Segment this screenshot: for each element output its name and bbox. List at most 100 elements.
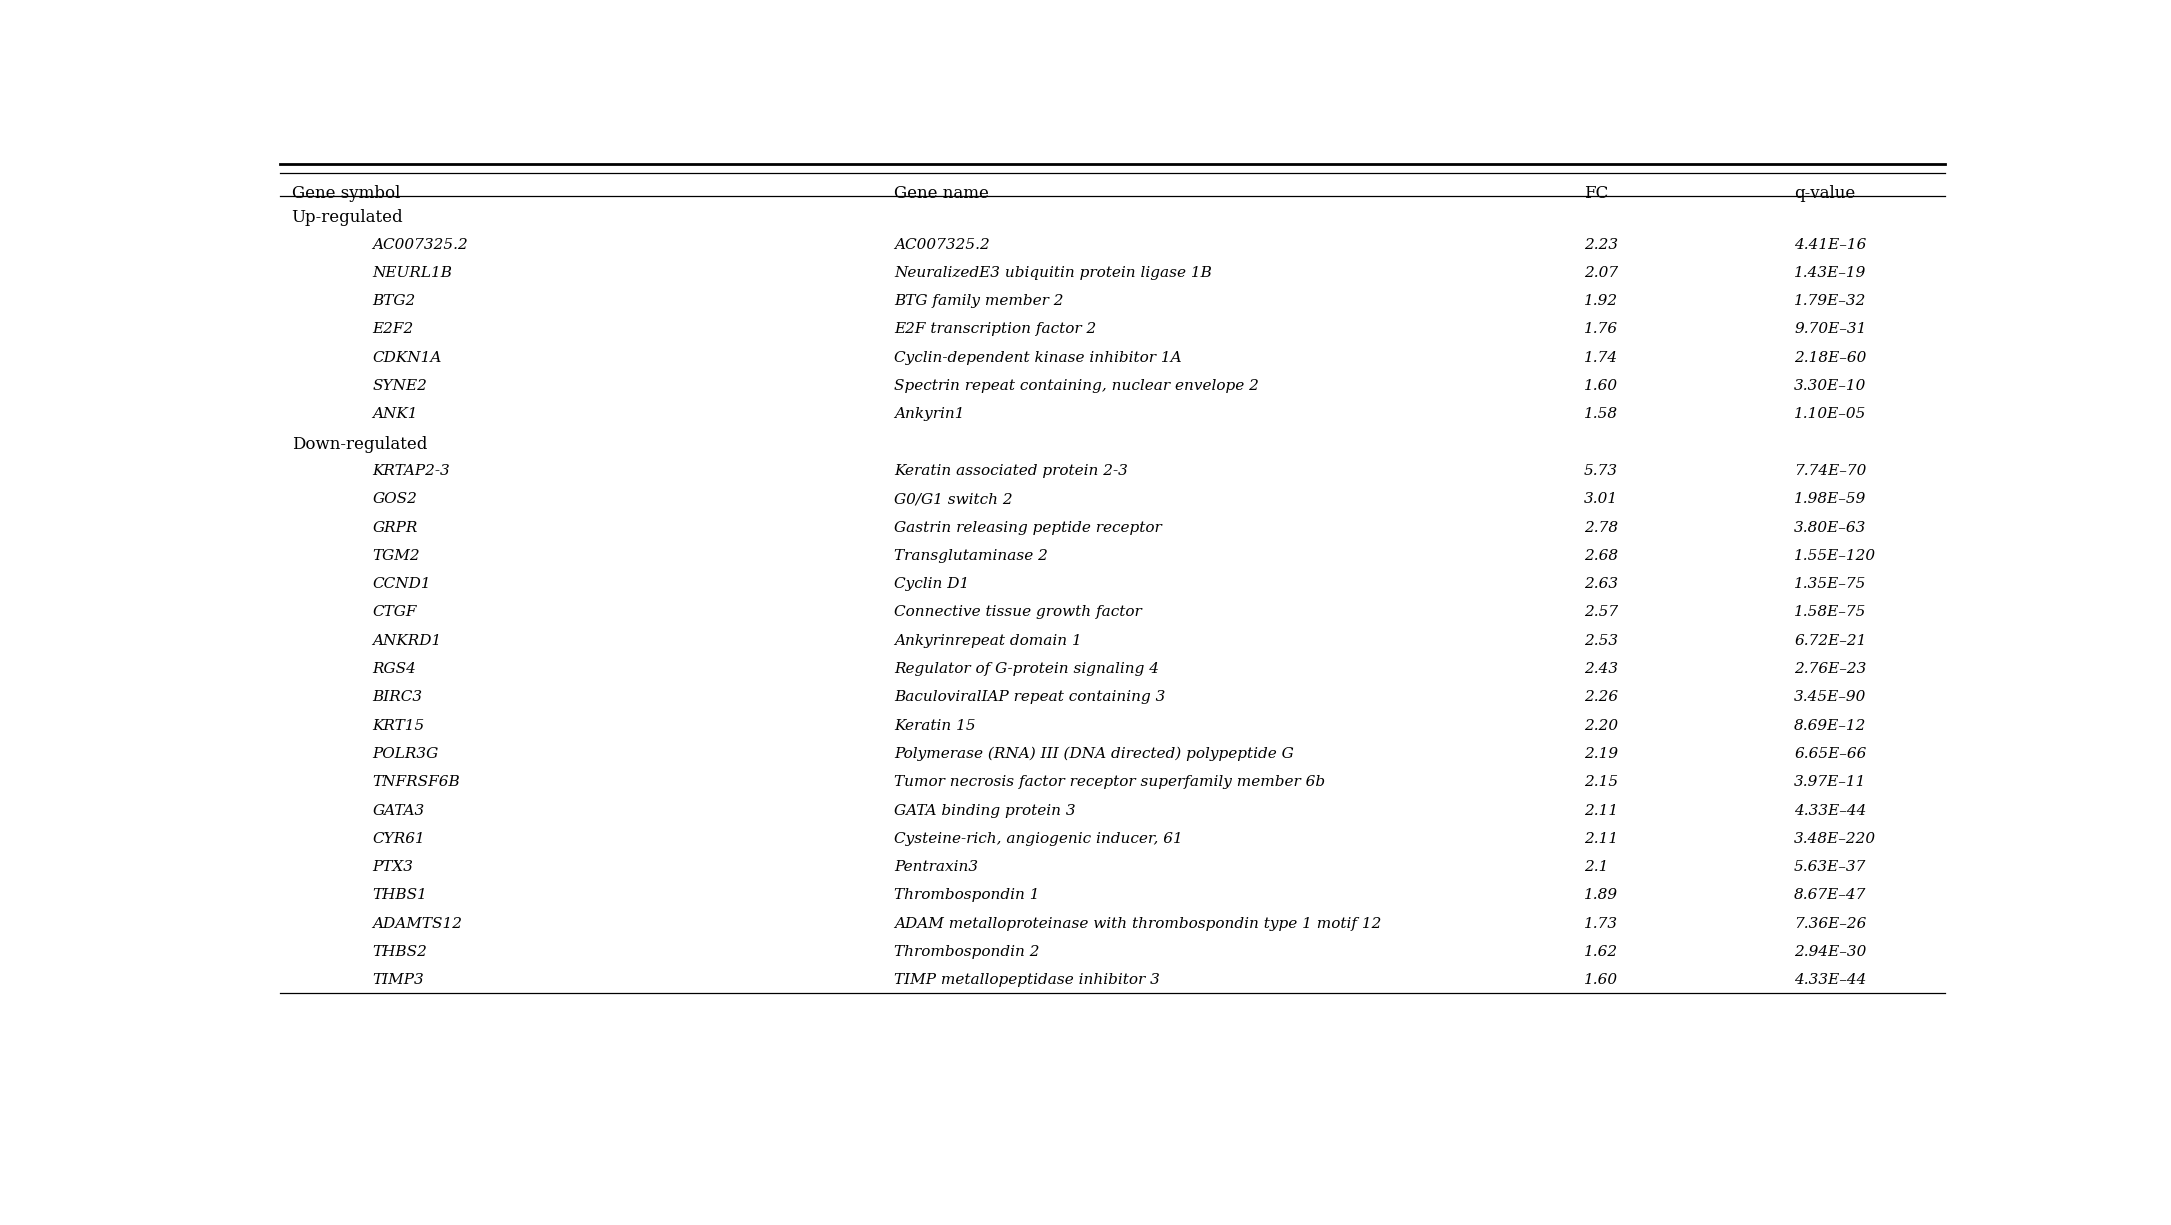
Text: Cyclin D1: Cyclin D1 (894, 577, 968, 592)
Text: Cysteine-rich, angiogenic inducer, 61: Cysteine-rich, angiogenic inducer, 61 (894, 832, 1183, 845)
Text: RGS4: RGS4 (373, 662, 417, 676)
Text: 2.18E–60: 2.18E–60 (1793, 350, 1867, 365)
Text: 3.01: 3.01 (1585, 492, 1617, 506)
Text: 2.78: 2.78 (1585, 521, 1617, 534)
Text: 8.69E–12: 8.69E–12 (1793, 719, 1867, 733)
Text: 1.43E–19: 1.43E–19 (1793, 266, 1867, 279)
Text: NeuralizedE3 ubiquitin protein ligase 1B: NeuralizedE3 ubiquitin protein ligase 1B (894, 266, 1211, 279)
Text: 2.19: 2.19 (1585, 747, 1617, 761)
Text: 4.33E–44: 4.33E–44 (1793, 974, 1867, 987)
Text: Gene name: Gene name (894, 185, 988, 202)
Text: Ankyrin1: Ankyrin1 (894, 408, 964, 421)
Text: 4.41E–16: 4.41E–16 (1793, 238, 1867, 251)
Text: 1.58E–75: 1.58E–75 (1793, 605, 1867, 620)
Text: Cyclin-dependent kinase inhibitor 1A: Cyclin-dependent kinase inhibitor 1A (894, 350, 1181, 365)
Text: Regulator of G-protein signaling 4: Regulator of G-protein signaling 4 (894, 662, 1159, 676)
Text: GATA3: GATA3 (373, 804, 426, 817)
Text: 1.55E–120: 1.55E–120 (1793, 549, 1876, 562)
Text: 1.73: 1.73 (1585, 916, 1617, 931)
Text: 2.94E–30: 2.94E–30 (1793, 944, 1867, 959)
Text: 5.73: 5.73 (1585, 464, 1617, 478)
Text: Keratin associated protein 2-3: Keratin associated protein 2-3 (894, 464, 1127, 478)
Text: 6.72E–21: 6.72E–21 (1793, 633, 1867, 648)
Text: CDKN1A: CDKN1A (373, 350, 441, 365)
Text: 2.20: 2.20 (1585, 719, 1617, 733)
Text: 7.74E–70: 7.74E–70 (1793, 464, 1867, 478)
Text: E2F2: E2F2 (373, 322, 415, 337)
Text: Thrombospondin 1: Thrombospondin 1 (894, 888, 1040, 903)
Text: KRTAP2-3: KRTAP2-3 (373, 464, 449, 478)
Text: 8.67E–47: 8.67E–47 (1793, 888, 1867, 903)
Text: SYNE2: SYNE2 (373, 379, 428, 393)
Text: 1.60: 1.60 (1585, 974, 1617, 987)
Text: 2.68: 2.68 (1585, 549, 1617, 562)
Text: Gene symbol: Gene symbol (291, 185, 399, 202)
Text: PTX3: PTX3 (373, 860, 412, 875)
Text: Tumor necrosis factor receptor superfamily member 6b: Tumor necrosis factor receptor superfami… (894, 775, 1324, 789)
Text: Connective tissue growth factor: Connective tissue growth factor (894, 605, 1142, 620)
Text: ANK1: ANK1 (373, 408, 417, 421)
Text: 1.58: 1.58 (1585, 408, 1617, 421)
Text: 3.30E–10: 3.30E–10 (1793, 379, 1867, 393)
Text: 2.57: 2.57 (1585, 605, 1617, 620)
Text: 2.53: 2.53 (1585, 633, 1617, 648)
Text: q-value: q-value (1793, 185, 1856, 202)
Text: 2.26: 2.26 (1585, 691, 1617, 704)
Text: CYR61: CYR61 (373, 832, 426, 845)
Text: Up-regulated: Up-regulated (291, 209, 404, 227)
Text: 1.98E–59: 1.98E–59 (1793, 492, 1867, 506)
Text: Ankyrinrepeat domain 1: Ankyrinrepeat domain 1 (894, 633, 1081, 648)
Text: 3.48E–220: 3.48E–220 (1793, 832, 1876, 845)
Text: BTG2: BTG2 (373, 294, 415, 309)
Text: ADAMTS12: ADAMTS12 (373, 916, 462, 931)
Text: 2.11: 2.11 (1585, 804, 1617, 817)
Text: 2.63: 2.63 (1585, 577, 1617, 592)
Text: THBS2: THBS2 (373, 944, 428, 959)
Text: FC: FC (1585, 185, 1609, 202)
Text: Down-regulated: Down-regulated (291, 436, 428, 452)
Text: E2F transcription factor 2: E2F transcription factor 2 (894, 322, 1096, 337)
Text: 2.07: 2.07 (1585, 266, 1617, 279)
Text: 1.35E–75: 1.35E–75 (1793, 577, 1867, 592)
Text: 9.70E–31: 9.70E–31 (1793, 322, 1867, 337)
Text: 2.76E–23: 2.76E–23 (1793, 662, 1867, 676)
Text: Gastrin releasing peptide receptor: Gastrin releasing peptide receptor (894, 521, 1161, 534)
Text: 2.15: 2.15 (1585, 775, 1617, 789)
Text: 1.89: 1.89 (1585, 888, 1617, 903)
Text: Polymerase (RNA) III (DNA directed) polypeptide G: Polymerase (RNA) III (DNA directed) poly… (894, 747, 1294, 761)
Text: G0/G1 switch 2: G0/G1 switch 2 (894, 492, 1012, 506)
Text: GRPR: GRPR (373, 521, 417, 534)
Text: 1.74: 1.74 (1585, 350, 1617, 365)
Text: Keratin 15: Keratin 15 (894, 719, 975, 733)
Text: 7.36E–26: 7.36E–26 (1793, 916, 1867, 931)
Text: Transglutaminase 2: Transglutaminase 2 (894, 549, 1049, 562)
Text: 1.60: 1.60 (1585, 379, 1617, 393)
Text: 1.76: 1.76 (1585, 322, 1617, 337)
Text: ADAM metalloproteinase with thrombospondin type 1 motif 12: ADAM metalloproteinase with thrombospond… (894, 916, 1381, 931)
Text: BaculoviralIAP repeat containing 3: BaculoviralIAP repeat containing 3 (894, 691, 1166, 704)
Text: 3.80E–63: 3.80E–63 (1793, 521, 1867, 534)
Text: 4.33E–44: 4.33E–44 (1793, 804, 1867, 817)
Text: TIMP3: TIMP3 (373, 974, 423, 987)
Text: TIMP metallopeptidase inhibitor 3: TIMP metallopeptidase inhibitor 3 (894, 974, 1159, 987)
Text: 1.62: 1.62 (1585, 944, 1617, 959)
Text: 5.63E–37: 5.63E–37 (1793, 860, 1867, 875)
Text: KRT15: KRT15 (373, 719, 426, 733)
Text: 1.92: 1.92 (1585, 294, 1617, 309)
Text: 2.1: 2.1 (1585, 860, 1609, 875)
Text: TNFRSF6B: TNFRSF6B (373, 775, 460, 789)
Text: POLR3G: POLR3G (373, 747, 439, 761)
Text: TGM2: TGM2 (373, 549, 419, 562)
Text: Spectrin repeat containing, nuclear envelope 2: Spectrin repeat containing, nuclear enve… (894, 379, 1259, 393)
Text: CCND1: CCND1 (373, 577, 432, 592)
Text: 2.23: 2.23 (1585, 238, 1617, 251)
Text: GOS2: GOS2 (373, 492, 417, 506)
Text: ANKRD1: ANKRD1 (373, 633, 441, 648)
Text: BTG family member 2: BTG family member 2 (894, 294, 1064, 309)
Text: 2.11: 2.11 (1585, 832, 1617, 845)
Text: Pentraxin3: Pentraxin3 (894, 860, 977, 875)
Text: CTGF: CTGF (373, 605, 417, 620)
Text: THBS1: THBS1 (373, 888, 428, 903)
Text: AC007325.2: AC007325.2 (894, 238, 990, 251)
Text: GATA binding protein 3: GATA binding protein 3 (894, 804, 1075, 817)
